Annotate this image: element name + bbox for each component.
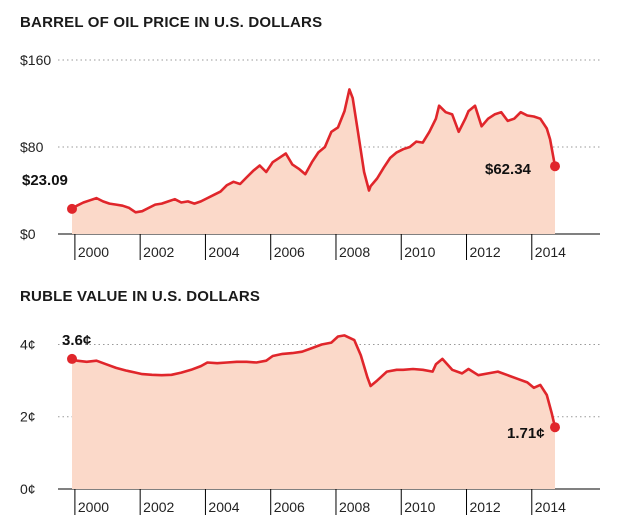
ruble-x-tick-label: 2014 — [535, 499, 566, 515]
oil-y-tick-label: $80 — [20, 139, 44, 155]
oil-x-tick-label: 2014 — [535, 244, 566, 260]
oil-y-tick-label: $160 — [20, 52, 51, 68]
ruble-x-tick-label: 2002 — [143, 499, 174, 515]
ruble-endpoint-marker — [67, 353, 77, 364]
ruble-area — [72, 335, 555, 489]
oil-x-tick-label: 2008 — [339, 244, 370, 260]
ruble-x-tick-label: 2008 — [339, 499, 370, 515]
oil-x-tick-label: 2004 — [208, 244, 239, 260]
ruble-y-tick-label: 4¢ — [20, 336, 36, 352]
oil-chart-title: BARREL OF OIL PRICE IN U.S. DOLLARS — [20, 14, 323, 31]
ruble-data-label: 1.71¢ — [507, 425, 545, 442]
ruble-endpoint-marker — [550, 422, 560, 433]
ruble-y-tick-label: 2¢ — [20, 409, 36, 425]
ruble-x-tick-label: 2004 — [208, 499, 239, 515]
ruble-data-label: 3.6¢ — [62, 332, 91, 349]
oil-y-tick-label: $0 — [20, 226, 36, 242]
oil-x-tick-label: 2010 — [404, 244, 435, 260]
oil-x-tick-label: 2002 — [143, 244, 174, 260]
oil-price-chart: $0 $80 $160 2000 2002 2004 2006 2008 2010 2012 201… — [20, 52, 600, 260]
ruble-x-tick-label: 2006 — [274, 499, 305, 515]
oil-x-tick-label: 2000 — [78, 244, 109, 260]
oil-x-tick-label: 2012 — [470, 244, 501, 260]
ruble-x-tick-label: 2000 — [78, 499, 109, 515]
ruble-x-tick-label: 2012 — [470, 499, 501, 515]
oil-endpoint-marker — [550, 161, 560, 172]
ruble-series-line — [71, 334, 557, 428]
oil-endpoint-marker — [67, 203, 77, 214]
oil-data-label: $23.09 — [22, 172, 68, 189]
oil-series-line — [71, 88, 557, 214]
ruble-y-tick-label: 0¢ — [20, 481, 36, 497]
oil-x-tick-label: 2006 — [274, 244, 305, 260]
ruble-chart-title: RUBLE VALUE IN U.S. DOLLARS — [20, 288, 261, 305]
ruble-x-tick-label: 2010 — [404, 499, 435, 515]
oil-data-label: $62.34 — [485, 161, 532, 178]
